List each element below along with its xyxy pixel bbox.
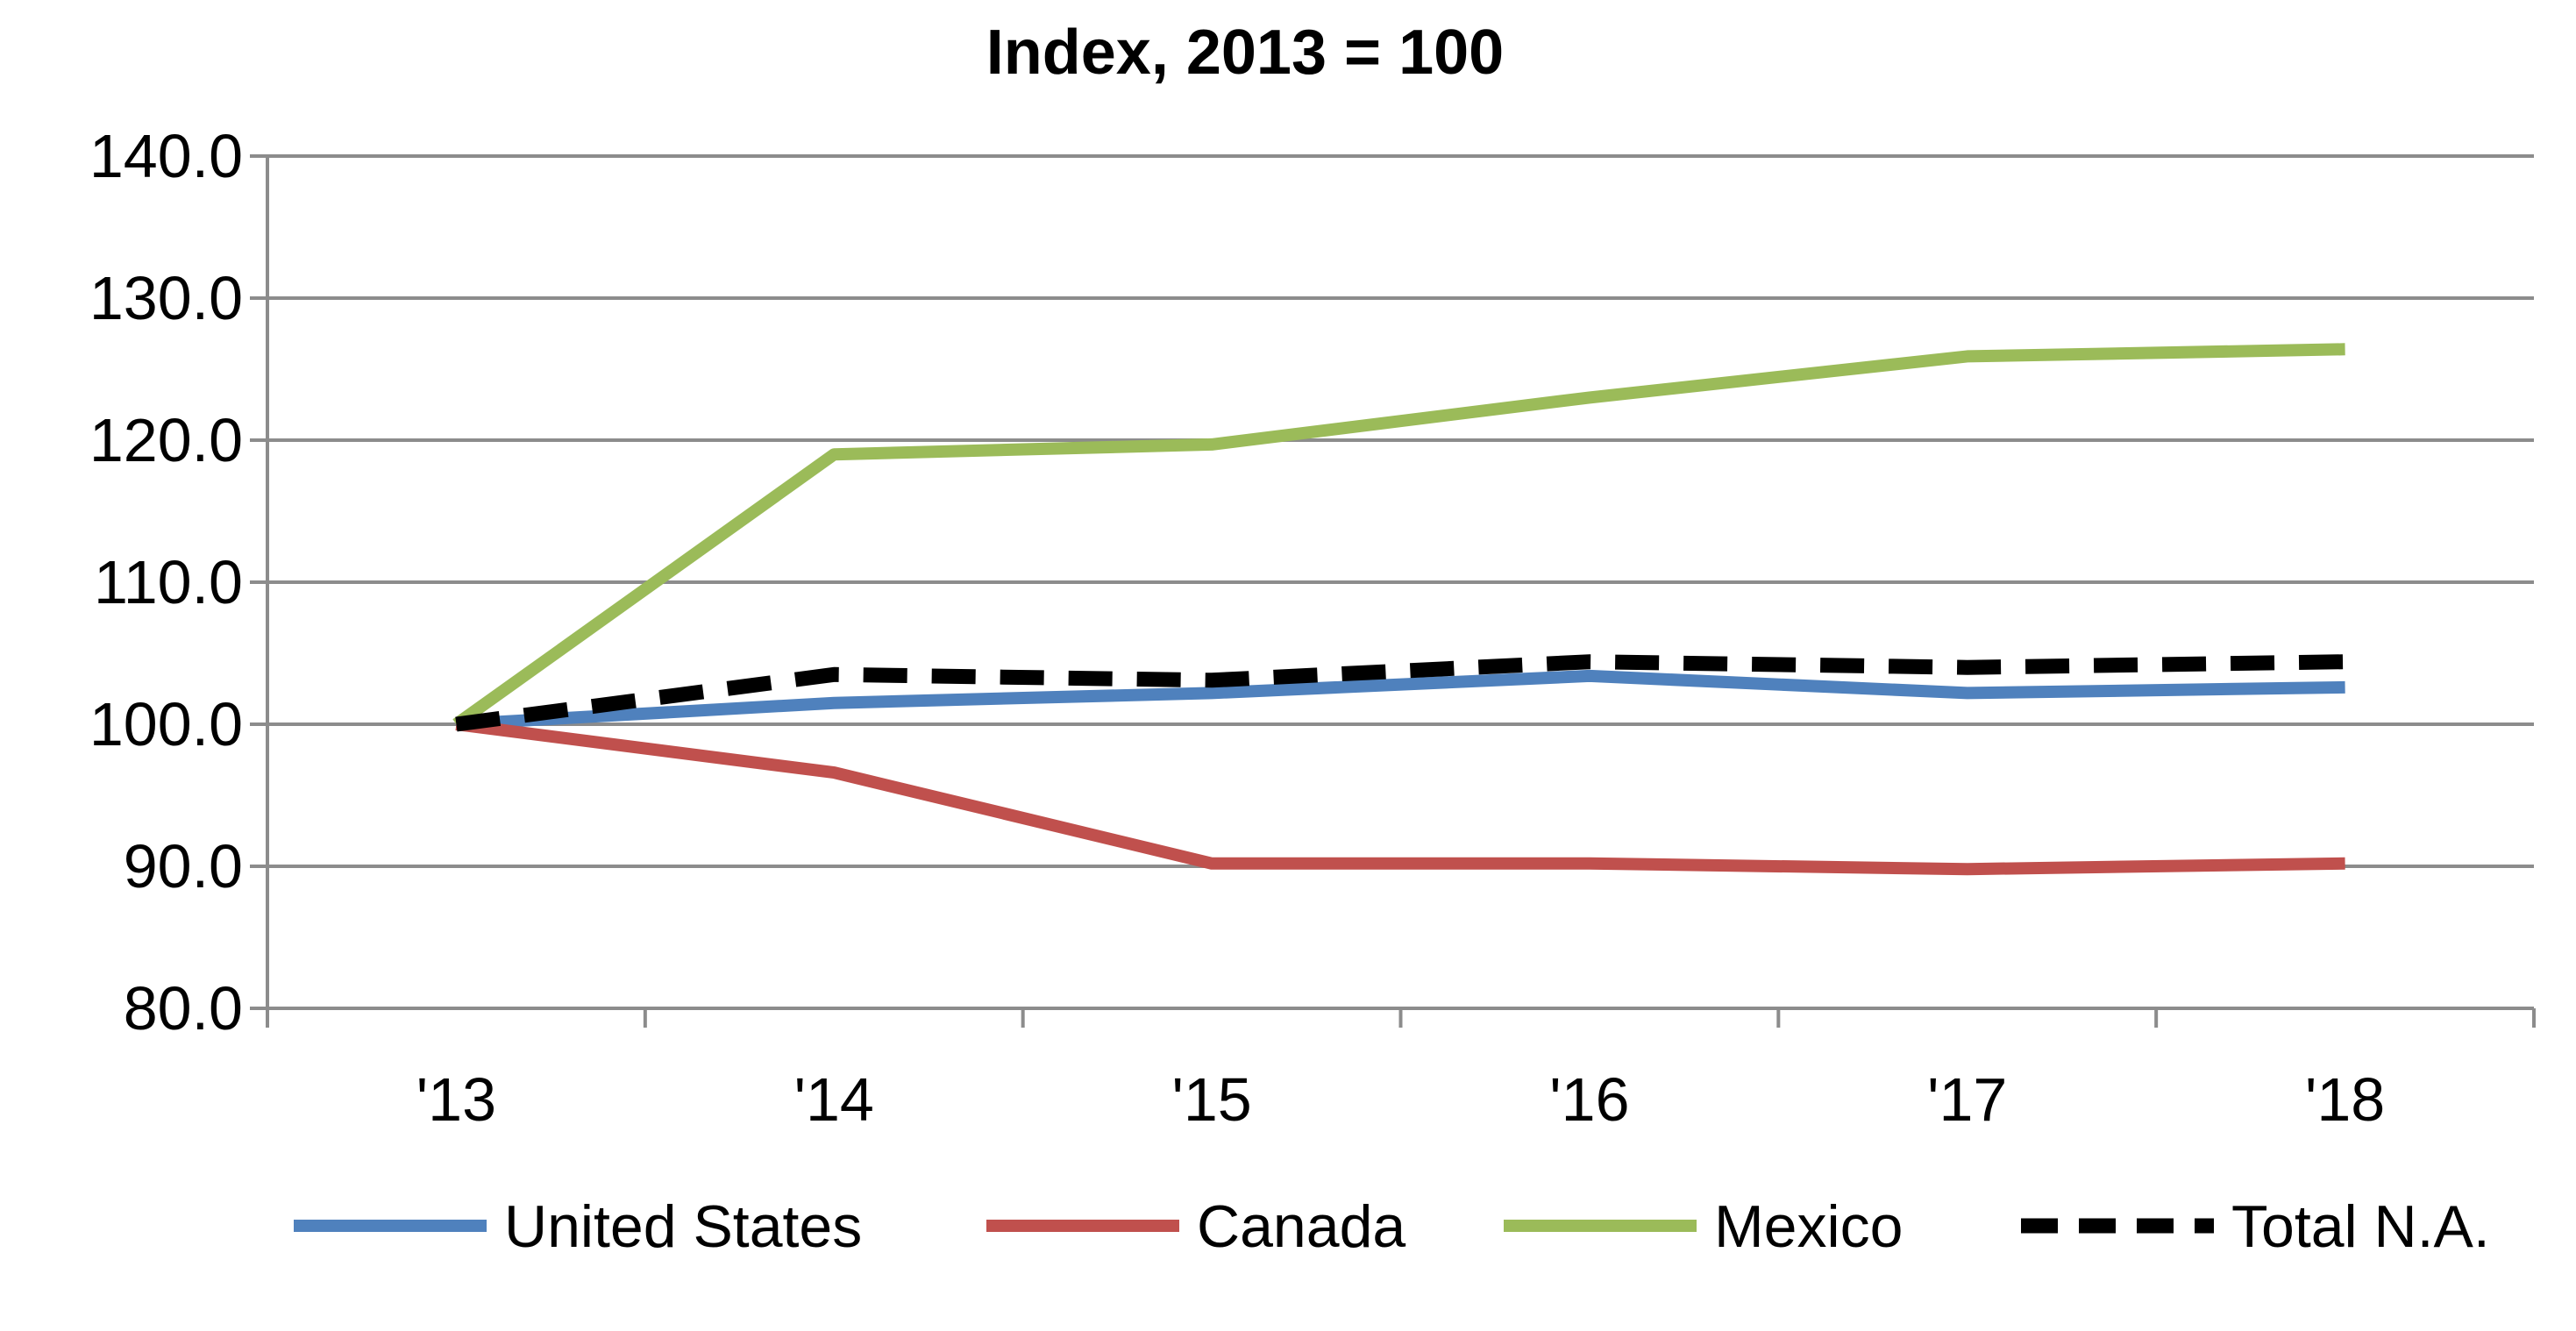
legend-label-canada: Canada [1197,1193,1405,1260]
y-tick-label: 140.0 [89,122,243,190]
legend: United States Canada Mexico Total N.A. [294,1193,2490,1260]
legend-label-total-n-a: Total N.A. [2231,1193,2490,1260]
series-line-united-states [456,669,2345,730]
y-tick-label: 100.0 [89,690,243,758]
chart-title: Index, 2013 = 100 [986,18,1504,88]
gridlines [267,154,2534,868]
series-lines [452,343,2345,876]
legend-label-mexico: Mexico [1714,1193,1903,1260]
series-line-canada [455,718,2345,876]
series-line-total-n-a [455,654,2345,732]
x-tick-label: '13 [416,1065,496,1134]
y-tick-label: 90.0 [124,832,243,900]
y-tick-label: 130.0 [89,264,243,332]
y-tick-label: 120.0 [89,406,243,474]
y-tick-label: 110.0 [94,548,243,616]
axes: 80.0 90.0 100.0 110.0 120.0 130.0 140.0 '13 '14 '… [89,122,2536,1134]
series-line-mexico [452,343,2345,730]
x-tick-label: '18 [2305,1065,2385,1134]
x-tick-label: '16 [1549,1065,1629,1134]
x-tick-label: '14 [794,1065,874,1134]
legend-label-united-states: United States [504,1193,862,1260]
x-tick-label: '17 [1927,1065,2007,1134]
y-tick-label: 80.0 [124,974,243,1043]
x-tick-label: '15 [1171,1065,1251,1134]
